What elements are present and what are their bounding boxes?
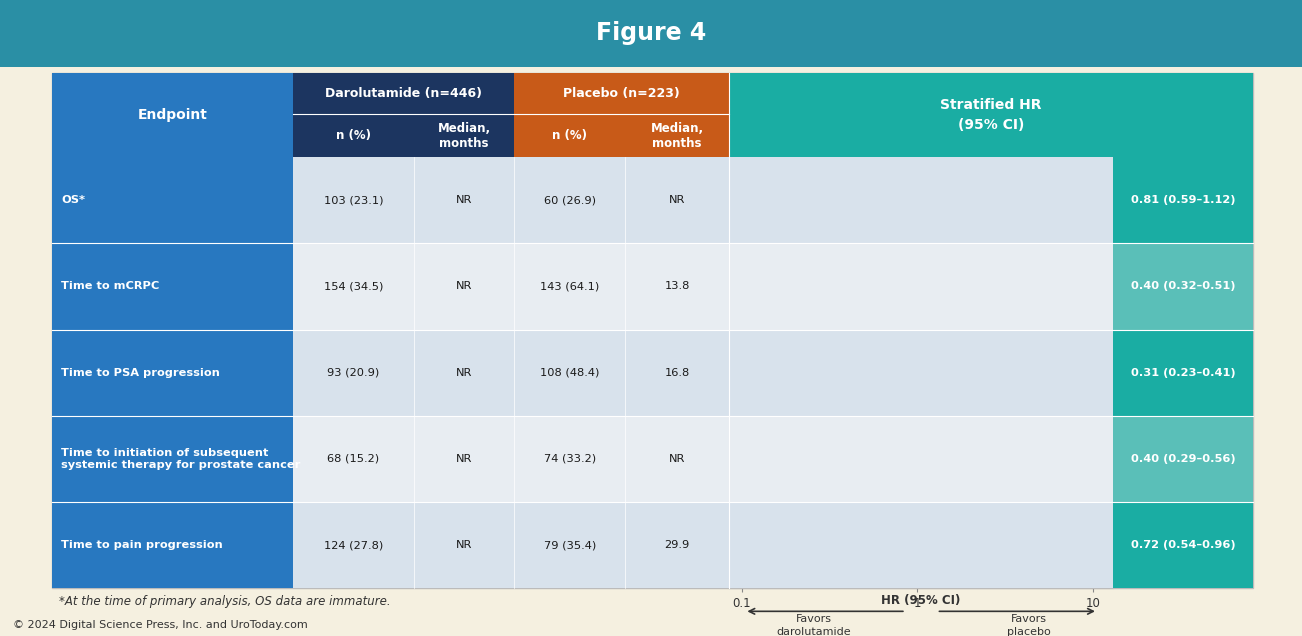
- Text: 13.8: 13.8: [664, 282, 690, 291]
- Text: Darolutamide (n=446): Darolutamide (n=446): [326, 87, 482, 100]
- Text: 60 (26.9): 60 (26.9): [544, 195, 595, 205]
- Text: Time to PSA progression: Time to PSA progression: [61, 368, 220, 378]
- Text: 0.40 (0.32–0.51): 0.40 (0.32–0.51): [1130, 282, 1236, 291]
- Text: 0.72 (0.54–0.96): 0.72 (0.54–0.96): [1130, 540, 1236, 550]
- Text: 0.31 (0.23–0.41): 0.31 (0.23–0.41): [1130, 368, 1236, 378]
- Text: Stratified HR
(95% CI): Stratified HR (95% CI): [940, 99, 1042, 132]
- Text: NR: NR: [456, 282, 473, 291]
- Text: 79 (35.4): 79 (35.4): [543, 540, 596, 550]
- Text: n (%): n (%): [336, 129, 371, 142]
- Text: Time to initiation of subsequent
systemic therapy for prostate cancer: Time to initiation of subsequent systemi…: [61, 448, 301, 470]
- Text: Median,
months: Median, months: [651, 121, 703, 150]
- Text: 0.40 (0.29–0.56): 0.40 (0.29–0.56): [1130, 454, 1236, 464]
- Text: NR: NR: [669, 454, 685, 464]
- Text: 68 (15.2): 68 (15.2): [327, 454, 380, 464]
- Text: 0.81 (0.59–1.12): 0.81 (0.59–1.12): [1130, 195, 1236, 205]
- Text: Median,
months: Median, months: [437, 121, 491, 150]
- Text: Time to pain progression: Time to pain progression: [61, 540, 223, 550]
- Text: NR: NR: [456, 368, 473, 378]
- Text: © 2024 Digital Science Press, Inc. and UroToday.com: © 2024 Digital Science Press, Inc. and U…: [13, 619, 307, 630]
- Text: 16.8: 16.8: [664, 368, 690, 378]
- Text: Favors
placebo: Favors placebo: [1006, 614, 1051, 636]
- Text: OS*: OS*: [61, 195, 85, 205]
- Text: 74 (33.2): 74 (33.2): [543, 454, 596, 464]
- Text: NR: NR: [669, 195, 685, 205]
- Text: 143 (64.1): 143 (64.1): [540, 282, 599, 291]
- Text: HR (95% CI): HR (95% CI): [881, 594, 961, 607]
- Text: 108 (48.4): 108 (48.4): [540, 368, 599, 378]
- Text: Endpoint: Endpoint: [138, 108, 207, 122]
- Text: 103 (23.1): 103 (23.1): [324, 195, 383, 205]
- Text: 29.9: 29.9: [664, 540, 690, 550]
- Text: 154 (34.5): 154 (34.5): [324, 282, 383, 291]
- Text: NR: NR: [456, 195, 473, 205]
- Text: 124 (27.8): 124 (27.8): [324, 540, 383, 550]
- Text: Time to mCRPC: Time to mCRPC: [61, 282, 159, 291]
- Text: Placebo (n=223): Placebo (n=223): [564, 87, 680, 100]
- Text: 93 (20.9): 93 (20.9): [327, 368, 380, 378]
- Text: n (%): n (%): [552, 129, 587, 142]
- Text: NR: NR: [456, 540, 473, 550]
- Text: *At the time of primary analysis, OS data are immature.: *At the time of primary analysis, OS dat…: [59, 595, 391, 607]
- Text: Favors
darolutamide: Favors darolutamide: [776, 614, 852, 636]
- Text: NR: NR: [456, 454, 473, 464]
- Text: Figure 4: Figure 4: [596, 22, 706, 45]
